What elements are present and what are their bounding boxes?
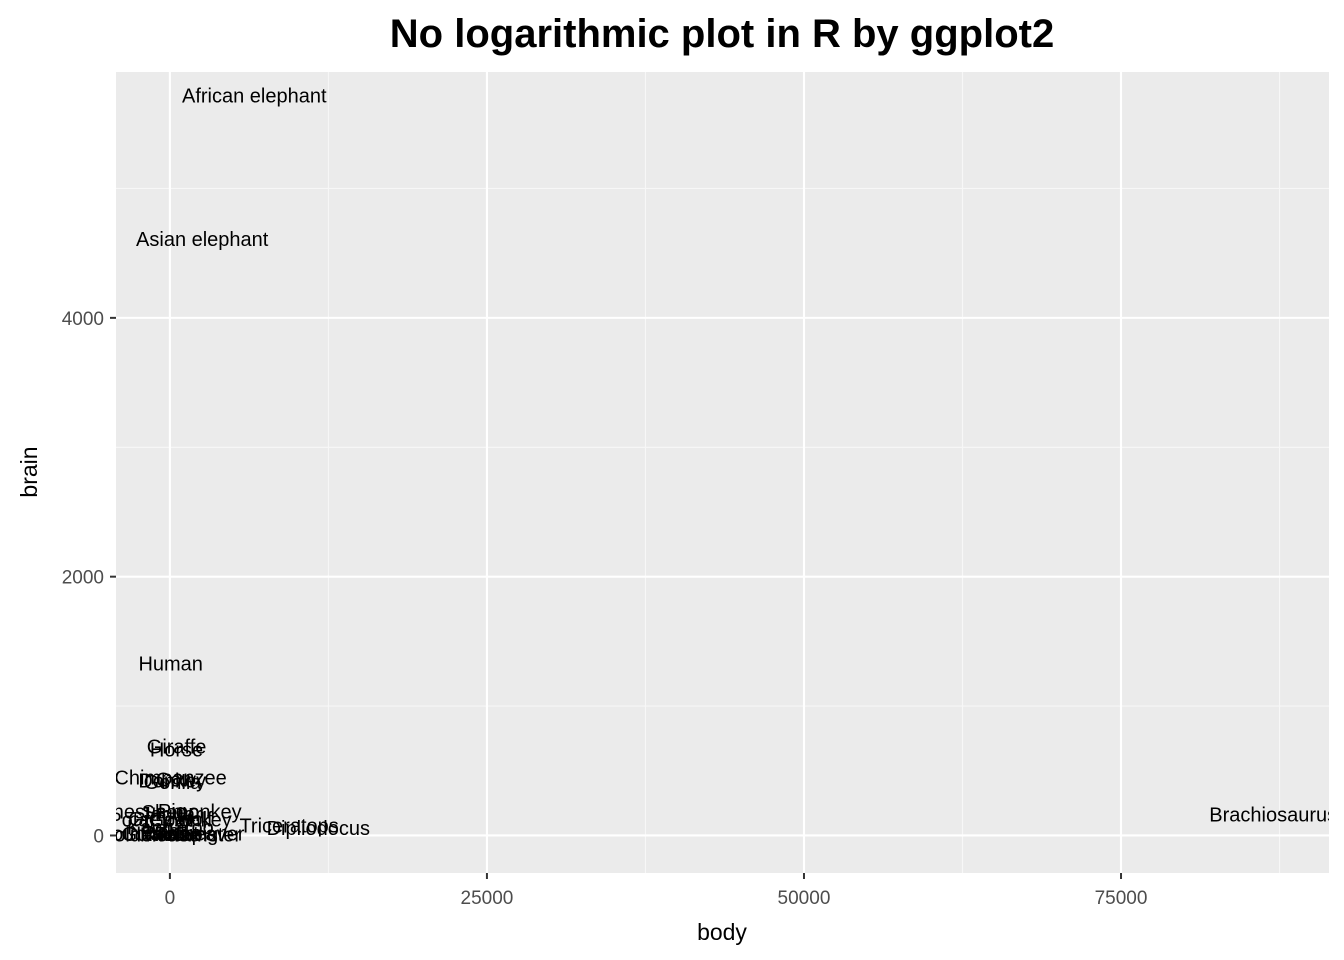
point-label: Jaguar bbox=[141, 804, 202, 826]
point-label: Triceratops bbox=[239, 815, 338, 837]
point-label: Kangaroo bbox=[127, 817, 214, 839]
point-label: Goat bbox=[149, 810, 193, 832]
point-label: Mole bbox=[148, 824, 191, 846]
point-label: Rhesus monkey bbox=[98, 801, 241, 823]
major-gridlines bbox=[116, 72, 1329, 873]
point-label: Rat bbox=[154, 824, 186, 846]
point-label: Dipliodocus bbox=[267, 818, 370, 840]
y-tick-label: 4000 bbox=[62, 309, 104, 330]
chart-title: No logarithmic plot in R by ggplot2 bbox=[390, 12, 1054, 56]
point-label: Rabbit bbox=[141, 823, 199, 845]
point-label: Potar monkey bbox=[108, 810, 231, 832]
point-label: Grey wolf bbox=[128, 809, 213, 831]
point-label: Giraffe bbox=[147, 736, 207, 758]
y-tick-label: 0 bbox=[93, 826, 104, 847]
point-label: Cat bbox=[154, 821, 186, 843]
plot-panel bbox=[116, 72, 1329, 873]
x-axis-title: body bbox=[697, 919, 747, 945]
point-label: Mountain beaver bbox=[95, 823, 244, 845]
x-tick-label: 50000 bbox=[778, 888, 831, 909]
point-label: Horse bbox=[150, 740, 203, 762]
point-label: Mouse bbox=[140, 824, 200, 846]
point-label: Cow bbox=[156, 770, 197, 792]
point-label: Guinea pig bbox=[122, 824, 219, 846]
point-label: African elephant bbox=[182, 85, 327, 107]
point-label: Golden hamster bbox=[99, 824, 242, 846]
x-tick-label: 75000 bbox=[1095, 888, 1148, 909]
point-label: Donkey bbox=[138, 770, 206, 792]
point-label: Human bbox=[138, 654, 202, 676]
x-tick-label: 0 bbox=[165, 888, 176, 909]
y-axis: 0 2000 4000 bbox=[62, 309, 116, 847]
x-tick-label: 25000 bbox=[461, 888, 514, 909]
point-label: Gorilla bbox=[144, 772, 203, 794]
x-axis: 0 25000 50000 75000 bbox=[165, 873, 1148, 909]
minor-gridlines bbox=[116, 72, 1329, 873]
point-label: Pig bbox=[158, 801, 187, 823]
point-label: Asian elephant bbox=[136, 229, 269, 251]
point-label: Brachiosaurus bbox=[1209, 804, 1337, 826]
point-label: Sheep bbox=[142, 802, 200, 824]
y-axis-title: brain bbox=[16, 446, 42, 497]
point-label: Chimpanzee bbox=[114, 768, 226, 790]
y-tick-label: 2000 bbox=[62, 568, 104, 589]
